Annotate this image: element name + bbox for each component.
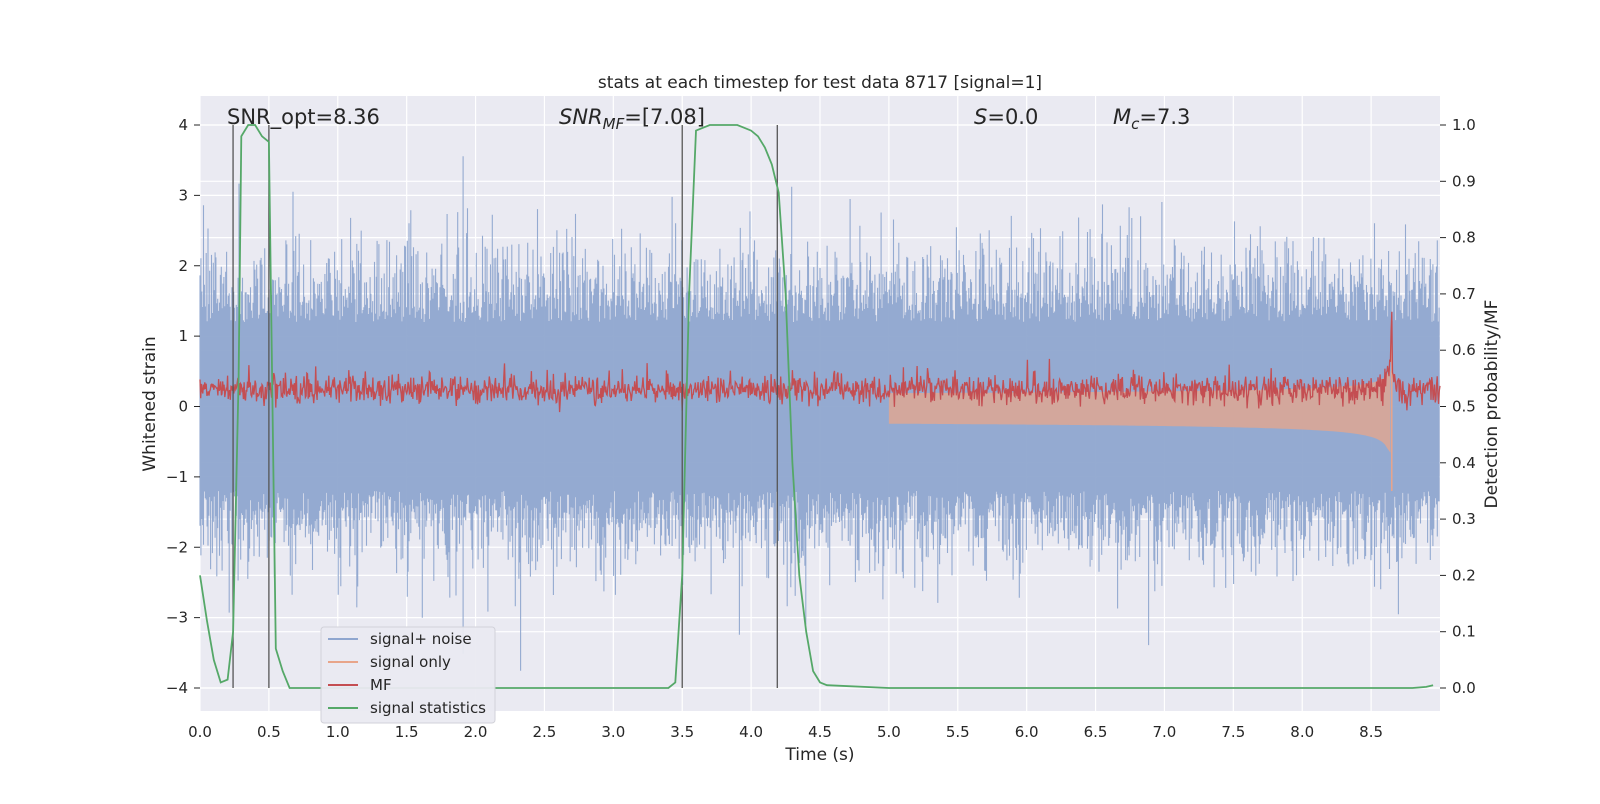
x-tick-label: 0.5 xyxy=(257,723,281,741)
mc-main: M xyxy=(1113,105,1131,129)
mc-rest: =7.3 xyxy=(1139,105,1190,129)
y-tick-label-right: 0.0 xyxy=(1452,679,1476,697)
y-tick-label-right: 0.6 xyxy=(1452,341,1476,359)
y-axis-left-ticks: −4 −3 −2 −1 0 1 2 3 4 xyxy=(166,116,200,697)
x-tick-label: 2.0 xyxy=(464,723,488,741)
x-tick-label: 4.0 xyxy=(739,723,763,741)
snr-mf-rest: =[7.08] xyxy=(624,105,705,129)
y-tick-label-right: 0.7 xyxy=(1452,285,1476,303)
x-tick-label: 4.5 xyxy=(808,723,832,741)
signal-statistics-line xyxy=(199,124,1434,689)
snr-mf-main: SNR xyxy=(559,105,603,129)
annotation-mc: Mc=7.3 xyxy=(1113,105,1190,133)
y-tick-label-right: 0.4 xyxy=(1452,454,1476,472)
x-axis-label: Time (s) xyxy=(784,745,854,765)
x-tick-label: 7.5 xyxy=(1221,723,1245,741)
x-tick-label: 5.5 xyxy=(946,723,970,741)
x-tick-label: 3.5 xyxy=(670,723,694,741)
legend-label-signal-statistics: signal statistics xyxy=(370,699,486,717)
annotation-snr-opt: SNR_opt=8.36 xyxy=(227,105,380,130)
signal-only-series xyxy=(888,343,1393,491)
legend-box xyxy=(320,626,496,724)
y-tick-label-right: 0.1 xyxy=(1452,623,1476,641)
y-tick-label-right: 0.9 xyxy=(1452,172,1476,190)
y-tick-label-left: 2 xyxy=(178,257,188,275)
y-tick-label-left: 4 xyxy=(178,116,188,134)
x-tick-label: 8.0 xyxy=(1290,723,1314,741)
x-tick-label: 2.5 xyxy=(533,723,557,741)
s-main: S xyxy=(974,105,987,129)
x-tick-label: 0.0 xyxy=(188,723,212,741)
y-tick-label-left: −4 xyxy=(166,679,188,697)
signal-statistics-series xyxy=(199,124,1434,689)
x-tick-label: 7.0 xyxy=(1153,723,1177,741)
y-axis-left-label: Whitened strain xyxy=(140,336,160,471)
y-tick-label-left: 1 xyxy=(178,327,188,345)
y-tick-label-right: 0.8 xyxy=(1452,229,1476,247)
x-tick-label: 6.5 xyxy=(1084,723,1108,741)
y-tick-label-left: 3 xyxy=(178,186,188,204)
y-axis-right-ticks: 0.0 0.1 0.2 0.3 0.4 0.5 0.6 0.7 0.8 0.9 1.0 xyxy=(1440,116,1476,697)
annotation-snr-mf: SNRMF=[7.08] xyxy=(559,105,705,133)
legend-label-signal-noise: signal+ noise xyxy=(370,630,472,648)
y-tick-label-left: 0 xyxy=(178,398,188,416)
y-tick-label-left: −1 xyxy=(166,468,188,486)
x-tick-label: 6.0 xyxy=(1015,723,1039,741)
y-tick-label-left: −3 xyxy=(166,609,188,627)
mf-series xyxy=(199,311,1441,413)
mc-sub: c xyxy=(1131,115,1140,133)
chart-title: stats at each timestep for test data 871… xyxy=(598,73,1042,93)
annotation-s: S=0.0 xyxy=(974,105,1038,129)
mf-line xyxy=(199,311,1441,413)
y-tick-label-right: 0.5 xyxy=(1452,398,1476,416)
signal-only-area xyxy=(888,370,1391,453)
x-tick-label: 8.5 xyxy=(1359,723,1383,741)
s-rest: =0.0 xyxy=(987,105,1038,129)
legend: signal+ noise signal only MF signal stat… xyxy=(320,626,496,724)
x-axis-ticks: 0.0 0.5 1.0 1.5 2.0 2.5 3.0 3.5 4.0 4.5 5.0 5.5 6.0 6… xyxy=(188,723,1383,741)
y-tick-label-right: 0.2 xyxy=(1452,566,1476,584)
y-tick-label-right: 0.3 xyxy=(1452,510,1476,528)
x-tick-label: 3.0 xyxy=(601,723,625,741)
y-tick-label-right: 1.0 xyxy=(1452,116,1476,134)
legend-label-mf: MF xyxy=(370,676,392,694)
y-tick-label-left: −2 xyxy=(166,538,188,556)
snr-mf-sub: MF xyxy=(603,115,625,133)
x-tick-label: 1.0 xyxy=(326,723,350,741)
legend-label-signal-only: signal only xyxy=(370,653,451,671)
x-tick-label: 5.0 xyxy=(877,723,901,741)
y-axis-right-label: Detection probability/MF xyxy=(1482,300,1502,509)
x-tick-label: 1.5 xyxy=(395,723,419,741)
